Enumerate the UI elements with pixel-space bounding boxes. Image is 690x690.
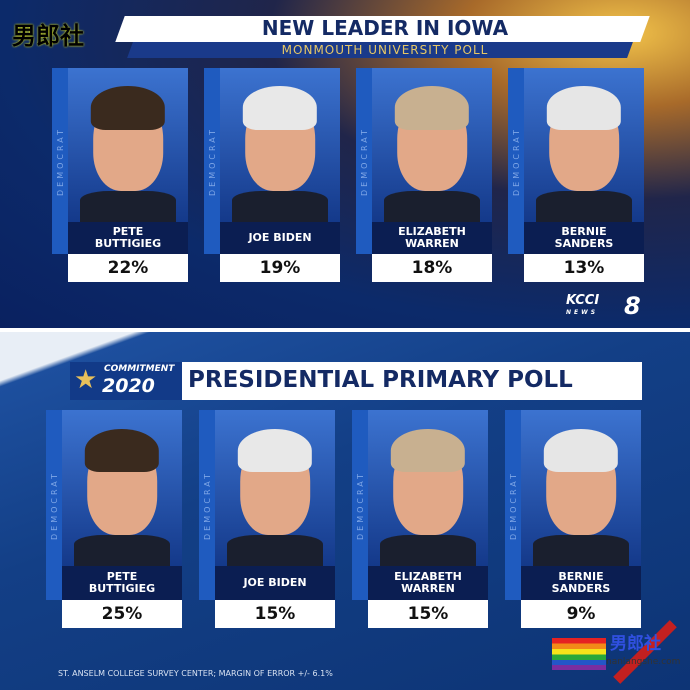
candidate-card: DEMOCRAT JOE BIDEN <box>199 410 335 600</box>
candidate-photo <box>368 410 488 566</box>
poll-subtitle: MONMOUTH UNIVERSITY POLL <box>281 43 489 57</box>
party-label: DEMOCRAT <box>352 410 368 600</box>
candidate-percentage: 15% <box>215 600 335 628</box>
watermark: 男郎社 <box>12 22 84 50</box>
candidate-name: JOE BIDEN <box>220 222 340 254</box>
candidate-name: ELIZABETH WARREN <box>372 222 492 254</box>
candidate-percentage: 18% <box>372 254 492 282</box>
candidate-card: DEMOCRAT BERNIE SANDERS <box>508 68 644 254</box>
monmouth-poll-graphic: NEW LEADER IN IOWA MONMOUTH UNIVERSITY P… <box>0 0 690 328</box>
poll-footer: ST. ANSELM COLLEGE SURVEY CENTER; MARGIN… <box>58 669 333 678</box>
title-bar <box>182 362 642 400</box>
candidate-photo <box>524 68 644 222</box>
party-label: DEMOCRAT <box>52 68 68 254</box>
party-label: DEMOCRAT <box>356 68 372 254</box>
candidate-card: DEMOCRAT PETE BUTTIGIEG <box>52 68 188 254</box>
party-text: DEMOCRAT <box>202 470 212 540</box>
badge-label: COMMITMENT <box>104 364 175 374</box>
candidate-photo <box>68 68 188 222</box>
poll-title: PRESIDENTIAL PRIMARY POLL <box>188 367 573 393</box>
candidate-percentage: 19% <box>220 254 340 282</box>
commitment-2020-badge: ★ COMMITMENT 2020 <box>70 362 182 400</box>
candidate-card: DEMOCRAT BERNIE SANDERS <box>505 410 641 600</box>
poll-title: NEW LEADER IN IOWA <box>261 16 509 40</box>
candidate-photo <box>62 410 182 566</box>
candidate-percentage: 15% <box>368 600 488 628</box>
candidate-name: BERNIE SANDERS <box>521 566 641 600</box>
candidate-name: PETE BUTTIGIEG <box>62 566 182 600</box>
candidate-card: DEMOCRAT PETE BUTTIGIEG <box>46 410 182 600</box>
logo-brand: KCCI <box>566 293 600 308</box>
party-text: DEMOCRAT <box>508 470 518 540</box>
candidate-card: DEMOCRAT ELIZABETH WARREN <box>352 410 488 600</box>
party-label: DEMOCRAT <box>46 410 62 600</box>
candidate-photo <box>372 68 492 222</box>
st-anselm-poll-graphic: ★ COMMITMENT 2020 PRESIDENTIAL PRIMARY P… <box>0 332 690 690</box>
badge-year: 2020 <box>102 375 155 397</box>
logo-sub: NEWS <box>566 309 599 316</box>
kcci-news-logo: KCCI NEWS 8 <box>566 292 656 322</box>
party-label: DEMOCRAT <box>508 68 524 254</box>
party-text: DEMOCRAT <box>55 126 65 196</box>
party-text: DEMOCRAT <box>359 126 369 196</box>
party-label: DEMOCRAT <box>204 68 220 254</box>
candidate-percentage: 9% <box>521 600 641 628</box>
candidate-photo <box>521 410 641 566</box>
candidate-name: BERNIE SANDERS <box>524 222 644 254</box>
party-text: DEMOCRAT <box>49 470 59 540</box>
candidate-card: DEMOCRAT ELIZABETH WARREN <box>356 68 492 254</box>
watermark-name: 男郎社 <box>610 634 661 654</box>
candidate-percentage: 13% <box>524 254 644 282</box>
party-text: DEMOCRAT <box>207 126 217 196</box>
candidate-photo <box>215 410 335 566</box>
candidate-card: DEMOCRAT JOE BIDEN <box>204 68 340 254</box>
party-text: DEMOCRAT <box>355 470 365 540</box>
candidate-name: ELIZABETH WARREN <box>368 566 488 600</box>
watermark-site: nanlangshe.com <box>606 657 681 667</box>
candidate-percentage: 25% <box>62 600 182 628</box>
candidate-name: PETE BUTTIGIEG <box>68 222 188 254</box>
rainbow-flag-watermark <box>552 638 606 670</box>
party-label: DEMOCRAT <box>505 410 521 600</box>
candidate-photo <box>220 68 340 222</box>
party-text: DEMOCRAT <box>511 126 521 196</box>
candidate-percentage: 22% <box>68 254 188 282</box>
party-label: DEMOCRAT <box>199 410 215 600</box>
star-icon: ★ <box>74 365 98 395</box>
candidate-name: JOE BIDEN <box>215 566 335 600</box>
logo-number: 8 <box>624 292 641 320</box>
